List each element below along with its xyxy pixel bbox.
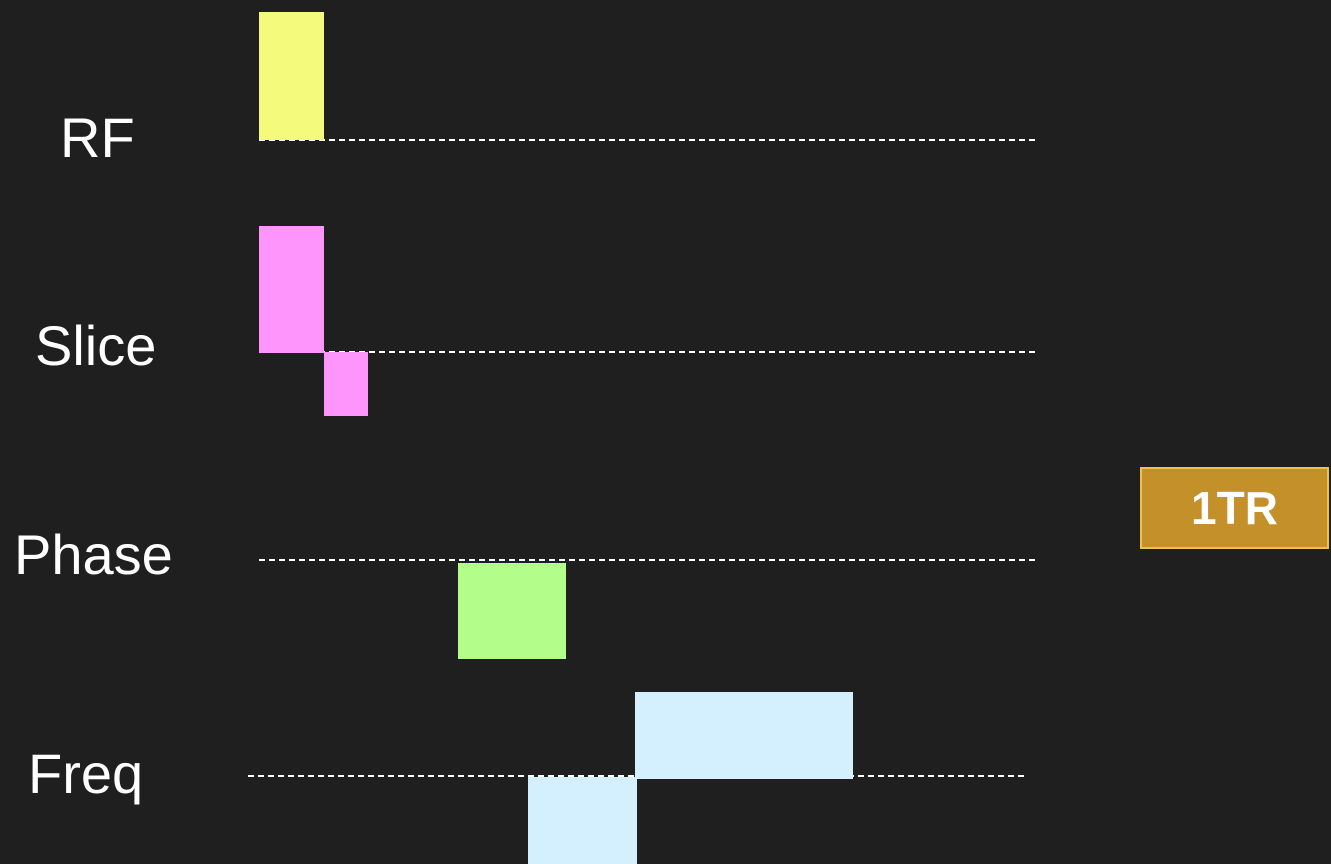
slice-baseline	[259, 351, 1035, 353]
rf-label: RF	[60, 106, 135, 169]
rf-baseline	[259, 139, 1035, 141]
phase-baseline	[259, 559, 1035, 561]
phase-label: Phase	[14, 523, 173, 586]
repetition-time-text: 1TR	[1191, 482, 1278, 534]
rf-excitation-pulse	[259, 12, 324, 140]
slice-rephase-lobe	[324, 352, 368, 416]
freq-readout-gradient	[635, 692, 853, 779]
repetition-time-badge: 1TR	[1140, 467, 1329, 549]
phase-encode-gradient	[458, 563, 566, 659]
freq-label: Freq	[28, 742, 144, 805]
slice-label: Slice	[35, 314, 157, 377]
freq-prephase-lobe	[528, 777, 637, 864]
slice-select-gradient	[259, 226, 324, 353]
